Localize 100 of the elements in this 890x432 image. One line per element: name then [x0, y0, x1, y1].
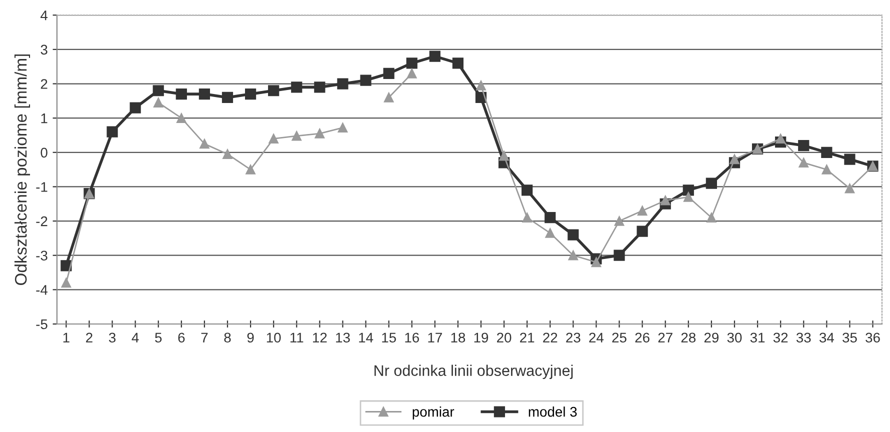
point: [360, 74, 372, 86]
point: [798, 140, 810, 152]
x-tick-label: 21: [520, 332, 534, 342]
point: [822, 164, 832, 174]
x-tick-label: 32: [773, 332, 788, 343]
point: [222, 149, 232, 159]
legend-label: model 3: [528, 406, 577, 417]
point: [545, 228, 555, 238]
point: [637, 206, 648, 216]
x-tick-label: 10: [266, 332, 281, 343]
point: [407, 68, 417, 78]
point: [476, 80, 486, 90]
x-tick-label: 36: [866, 332, 880, 343]
point: [383, 68, 394, 80]
point: [776, 134, 786, 144]
y-tick-label: -5: [36, 319, 48, 330]
point: [821, 146, 832, 158]
x-tick-label: 34: [819, 332, 834, 343]
y-tick-label: 3: [40, 44, 48, 55]
x-tick-label: 23: [566, 332, 580, 343]
x-tick-label: 16: [405, 332, 419, 343]
point: [452, 58, 464, 69]
x-tick-label: 8: [224, 332, 231, 343]
x-tick-label: 22: [543, 332, 558, 342]
point: [268, 85, 280, 96]
legend-label: pomiar: [412, 406, 454, 420]
x-tick-label: 1: [63, 332, 70, 342]
y-tick-label: 0: [40, 148, 48, 158]
point: [660, 196, 670, 206]
x-tick-label: 33: [796, 332, 811, 343]
point: [591, 257, 602, 268]
point: [292, 131, 302, 141]
point: [200, 138, 210, 149]
x-tick-label: 9: [247, 332, 254, 343]
x-axis-title: Nr odcinka linii obserwacyjnej: [374, 364, 573, 380]
point: [406, 58, 418, 69]
x-tick-label: 30: [727, 332, 742, 343]
point: [154, 98, 164, 108]
point: [544, 212, 556, 224]
x-tick-label: 27: [658, 332, 672, 342]
point: [706, 212, 716, 222]
point: [522, 212, 532, 222]
y-tick-label: -2: [36, 216, 48, 226]
x-tick-label: 20: [497, 332, 512, 343]
point: [614, 250, 625, 261]
x-tick-label: 7: [201, 332, 208, 342]
y-tick-label: -3: [36, 250, 48, 261]
y-tick-label: -4: [36, 285, 48, 295]
x-tick-label: 28: [681, 332, 696, 343]
point: [291, 82, 302, 93]
point: [130, 102, 141, 114]
point: [706, 178, 718, 189]
point: [429, 50, 440, 62]
x-tick-label: 3: [108, 332, 116, 343]
x-tick-label: 5: [155, 332, 162, 343]
point: [636, 226, 648, 237]
point: [568, 250, 578, 260]
point: [682, 184, 694, 196]
point: [176, 88, 187, 100]
point: [844, 154, 856, 165]
point: [568, 229, 579, 240]
x-tick-label: 2: [86, 332, 92, 342]
point: [61, 278, 72, 288]
y-tick-label: 2: [40, 79, 48, 89]
point: [499, 150, 509, 161]
point: [222, 92, 234, 104]
point: [176, 113, 186, 123]
point: [198, 88, 210, 100]
x-tick-label: 6: [178, 332, 185, 343]
point: [384, 92, 394, 102]
y-tick-label: 4: [40, 10, 48, 20]
y-tick-label: -1: [36, 182, 48, 192]
x-tick-label: 4: [132, 332, 139, 342]
point: [798, 158, 808, 168]
x-tick-label: 18: [451, 332, 466, 343]
x-tick-label: 29: [704, 332, 719, 343]
x-tick-label: 14: [359, 332, 374, 342]
point: [268, 134, 278, 144]
point: [684, 192, 694, 202]
x-tick-label: 24: [589, 332, 604, 342]
point: [730, 154, 740, 164]
y-tick-label: 1: [41, 114, 48, 124]
x-tick-label: 17: [428, 332, 442, 342]
x-tick-label: 35: [842, 332, 857, 343]
point: [314, 82, 326, 93]
point: [337, 78, 348, 90]
point: [314, 128, 325, 138]
x-tick-label: 12: [313, 332, 327, 342]
point: [246, 164, 256, 174]
x-tick-label: 25: [612, 332, 626, 343]
x-tick-label: 26: [635, 332, 650, 343]
x-tick-label: 19: [474, 332, 488, 343]
point: [106, 126, 118, 138]
point: [244, 88, 256, 100]
x-tick-label: 15: [382, 332, 396, 343]
point: [614, 216, 624, 226]
point: [152, 85, 164, 96]
x-tick-label: 11: [290, 332, 304, 342]
x-tick-label: 13: [336, 332, 350, 343]
point: [844, 184, 855, 194]
